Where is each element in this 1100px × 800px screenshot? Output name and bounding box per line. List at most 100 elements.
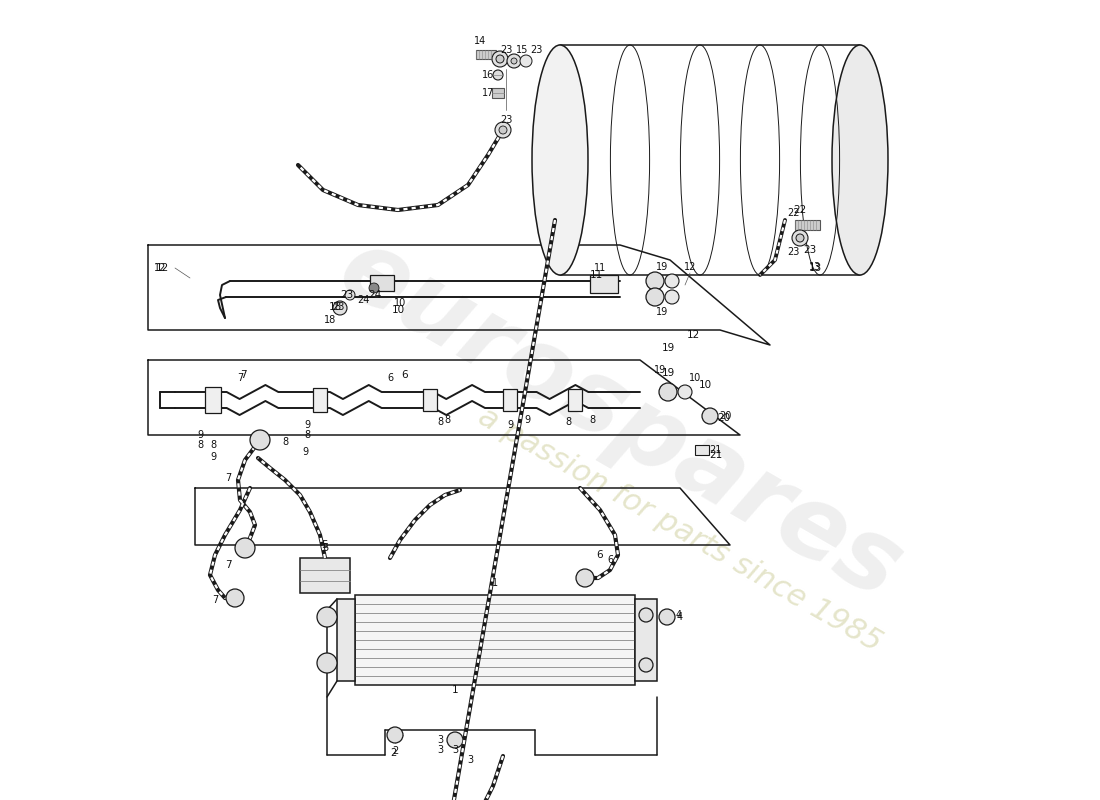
- Text: 9: 9: [524, 415, 530, 425]
- Bar: [503, 389, 517, 411]
- Text: 13: 13: [808, 263, 822, 273]
- Text: 10: 10: [394, 298, 406, 308]
- Circle shape: [226, 589, 244, 607]
- Text: 12: 12: [155, 263, 168, 273]
- Text: 23: 23: [332, 302, 344, 312]
- Circle shape: [317, 607, 337, 627]
- Text: 2: 2: [392, 746, 398, 756]
- Text: 20: 20: [718, 411, 732, 421]
- Text: 7: 7: [224, 473, 231, 483]
- Text: 21: 21: [708, 445, 722, 455]
- Text: 24: 24: [356, 295, 370, 305]
- Circle shape: [507, 54, 521, 68]
- Text: 2: 2: [389, 748, 396, 758]
- Text: 12: 12: [686, 330, 700, 340]
- Text: 13: 13: [808, 262, 821, 272]
- Text: 23: 23: [499, 45, 513, 55]
- Text: 8: 8: [437, 417, 443, 427]
- Text: 8: 8: [282, 437, 288, 447]
- Bar: [337, 599, 355, 681]
- Circle shape: [512, 58, 517, 64]
- Circle shape: [250, 430, 270, 450]
- Text: 22: 22: [786, 208, 800, 218]
- Text: 21: 21: [710, 450, 723, 460]
- Text: 19: 19: [656, 307, 668, 317]
- Text: 9: 9: [301, 447, 308, 457]
- Bar: [205, 387, 221, 413]
- Text: eurospares: eurospares: [322, 220, 918, 620]
- Text: 8: 8: [444, 415, 450, 425]
- Text: 10: 10: [392, 305, 405, 315]
- Circle shape: [792, 230, 808, 246]
- Bar: [635, 599, 657, 681]
- Text: 6: 6: [596, 550, 603, 560]
- Text: 22: 22: [793, 205, 806, 215]
- Text: 11: 11: [594, 263, 606, 273]
- Circle shape: [666, 290, 679, 304]
- Text: 8: 8: [197, 440, 204, 450]
- Text: 4: 4: [676, 612, 683, 622]
- Circle shape: [368, 283, 379, 293]
- Text: 3: 3: [466, 755, 473, 765]
- Text: 11: 11: [590, 270, 603, 280]
- Bar: [355, 595, 635, 685]
- Text: 9: 9: [507, 420, 513, 430]
- Text: 6: 6: [402, 370, 408, 380]
- Text: 19: 19: [661, 368, 674, 378]
- Circle shape: [333, 301, 346, 315]
- Text: 9: 9: [197, 430, 204, 440]
- Text: 7: 7: [240, 370, 246, 380]
- Circle shape: [646, 288, 664, 306]
- Circle shape: [235, 538, 255, 558]
- Text: 18: 18: [323, 315, 337, 325]
- Bar: [314, 388, 327, 412]
- Text: 17: 17: [482, 88, 494, 98]
- Circle shape: [659, 609, 675, 625]
- Circle shape: [493, 70, 503, 80]
- Text: 23: 23: [803, 245, 816, 255]
- Circle shape: [387, 727, 403, 743]
- Text: 19: 19: [656, 262, 668, 272]
- Text: 20: 20: [717, 413, 730, 423]
- Text: 8: 8: [565, 417, 571, 427]
- Ellipse shape: [532, 45, 588, 275]
- Ellipse shape: [832, 45, 888, 275]
- Bar: [300, 558, 350, 593]
- Bar: [795, 220, 820, 230]
- Text: 7: 7: [224, 560, 231, 570]
- Circle shape: [639, 658, 653, 672]
- Text: 23: 23: [499, 115, 513, 125]
- Circle shape: [345, 290, 355, 300]
- Bar: [568, 389, 582, 411]
- Circle shape: [678, 385, 692, 399]
- Bar: [424, 389, 437, 411]
- Text: 4: 4: [675, 610, 682, 620]
- Text: 12: 12: [684, 262, 696, 272]
- Circle shape: [666, 274, 679, 288]
- Text: 3: 3: [452, 745, 458, 755]
- Text: 16: 16: [482, 70, 494, 80]
- Circle shape: [317, 653, 337, 673]
- Text: 23: 23: [530, 45, 542, 55]
- Text: a passion for parts since 1985: a passion for parts since 1985: [473, 402, 887, 658]
- Text: 8: 8: [304, 430, 310, 440]
- Text: 23: 23: [786, 247, 800, 257]
- Circle shape: [659, 383, 676, 401]
- Bar: [370, 275, 394, 291]
- Text: 15: 15: [516, 45, 528, 55]
- Text: 24: 24: [368, 290, 382, 300]
- Text: 9: 9: [210, 452, 216, 462]
- Bar: [590, 275, 618, 293]
- Text: 3: 3: [437, 735, 443, 745]
- Text: 19: 19: [661, 343, 674, 353]
- Text: 8: 8: [210, 440, 216, 450]
- Circle shape: [492, 51, 508, 67]
- Bar: [476, 50, 496, 59]
- Text: 1: 1: [452, 685, 459, 695]
- Text: 6: 6: [607, 555, 613, 565]
- Text: 7: 7: [212, 595, 218, 605]
- Text: 3: 3: [437, 745, 443, 755]
- Text: 12: 12: [154, 263, 166, 273]
- Text: 19: 19: [653, 365, 667, 375]
- Circle shape: [639, 608, 653, 622]
